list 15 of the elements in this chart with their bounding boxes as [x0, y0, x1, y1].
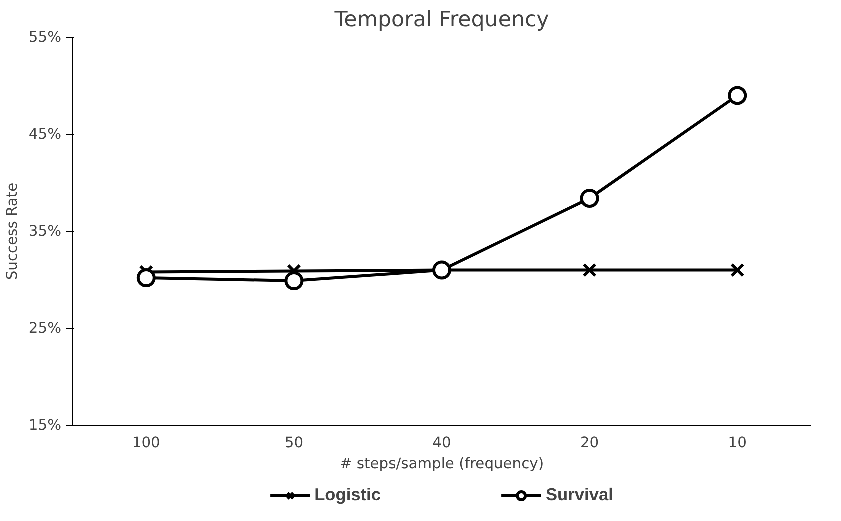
y-tick-label: 55%	[28, 29, 62, 46]
y-axis-title: Success Rate	[4, 182, 21, 280]
x-tick-label: 10	[728, 434, 747, 452]
y-tick-label: 15%	[28, 417, 62, 434]
x-tick-label: 40	[432, 434, 452, 452]
x-tick-label: 50	[284, 434, 304, 452]
y-tick-label: 35%	[28, 223, 62, 240]
y-tick-label: 25%	[28, 320, 62, 337]
x-tick-label: 100	[132, 434, 160, 452]
chart-title: Temporal Frequency	[334, 8, 550, 32]
legend-label: Logistic	[314, 484, 381, 506]
y-tick-label: 45%	[28, 126, 62, 143]
x-tick-label: 20	[580, 434, 600, 452]
legend-label: Survival	[546, 484, 614, 506]
x-axis-title: # steps/sample (frequency)	[340, 456, 544, 472]
